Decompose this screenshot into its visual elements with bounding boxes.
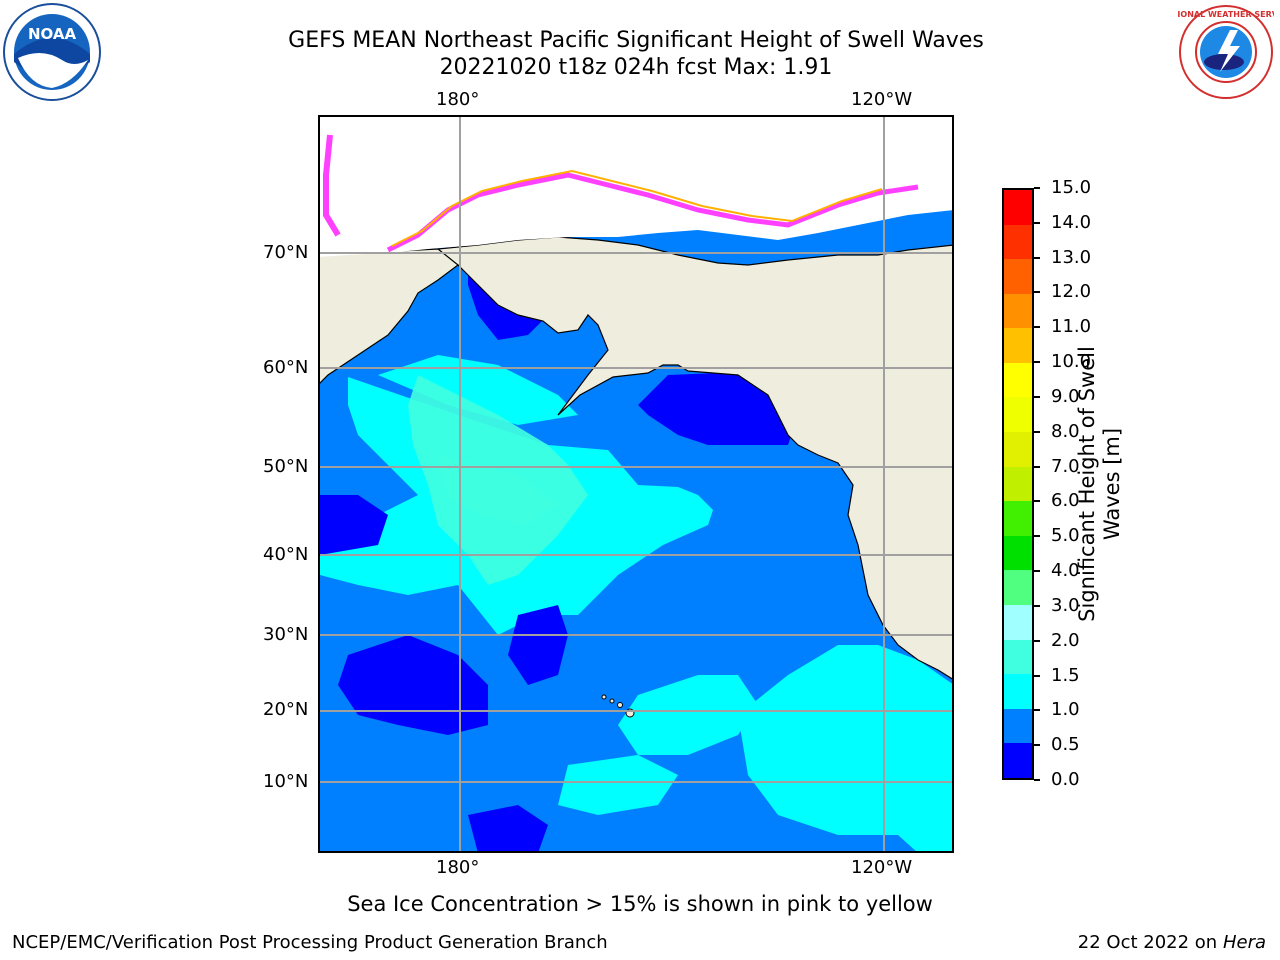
colorbar-segment: [1004, 259, 1032, 294]
colorbar-tick-mark: [1034, 604, 1040, 607]
map-gridlines: [318, 115, 954, 853]
lon-label-bottom-180: 180°: [436, 857, 480, 878]
colorbar-tick-mark: [1034, 639, 1040, 642]
swell-band-cyan-east: [738, 645, 954, 853]
colorbar-segment: [1004, 328, 1032, 363]
colorbar-tick-label: 9.0: [1051, 385, 1080, 407]
swell-band-cyan-north2: [378, 355, 578, 425]
colorbar-tick-mark: [1034, 395, 1040, 398]
colorbar-segment: [1004, 708, 1032, 744]
colorbar-segment: [1004, 397, 1032, 433]
lat-label-60n: 60°N: [263, 357, 309, 378]
colorbar-tick-mark: [1034, 535, 1040, 538]
map-svg: [316, 115, 955, 853]
footer-branch: NCEP/EMC/Verification Post Processing Pr…: [12, 932, 608, 953]
colorbar-tick-mark: [1034, 779, 1040, 781]
lat-label-20n: 20°N: [263, 699, 309, 720]
colorbar-tick-label: 0.5: [1051, 734, 1080, 756]
colorbar-segment: [1004, 743, 1032, 778]
calm-area-south: [468, 805, 548, 853]
colorbar-tick-mark: [1034, 570, 1040, 573]
colorbar-tick-label: 14.0: [1051, 211, 1092, 233]
colorbar-tick-label: 13.0: [1051, 246, 1092, 268]
chart-title-line2: 20221020 t18z 024h fcst Max: 1.91: [439, 55, 833, 80]
colorbar-segment: [1004, 189, 1032, 225]
colorbar-tick-label: 6.0: [1051, 490, 1080, 512]
colorbar-segment: [1004, 501, 1032, 536]
lat-label-30n: 30°N: [263, 624, 309, 645]
colorbar-segment: [1004, 466, 1032, 502]
colorbar-segment: [1004, 570, 1032, 606]
colorbar-tick-label: 8.0: [1051, 420, 1080, 442]
colorbar-tick-mark: [1034, 744, 1040, 747]
colorbar-segment: [1004, 362, 1032, 398]
colorbar-tick-label: 10.0: [1051, 351, 1092, 373]
lat-label-70n: 70°N: [263, 242, 309, 263]
svg-text:NATIONAL WEATHER SERVICE: NATIONAL WEATHER SERVICE: [1178, 10, 1274, 19]
chart-title-line1: GEFS MEAN Northeast Pacific Significant …: [288, 28, 984, 53]
lon-label-bottom-120w: 120°W: [851, 857, 913, 878]
colorbar: [1002, 188, 1034, 780]
colorbar-segment: [1004, 293, 1032, 329]
sea-ice-edge-yellow: [391, 169, 883, 247]
colorbar-tick-label: 1.5: [1051, 664, 1080, 686]
svg-text:NOAA: NOAA: [28, 25, 77, 43]
colorbar-tick-label: 4.0: [1051, 560, 1080, 582]
colorbar-segment: [1004, 639, 1032, 675]
swell-band-cyan-central: [618, 675, 758, 755]
colorbar-tick-mark: [1034, 465, 1040, 468]
noaa-logo: NOAA: [2, 2, 102, 102]
land-arctic-coast: [317, 236, 955, 682]
colorbar-segment: [1004, 605, 1032, 640]
colorbar-segment: [1004, 432, 1032, 467]
colorbar-tick-label: 2.0: [1051, 629, 1080, 651]
colorbar-tick-mark: [1034, 256, 1040, 259]
colorbar-tick-label: 0.0: [1051, 769, 1080, 790]
colorbar-tick-mark: [1034, 291, 1040, 294]
colorbar-tick-label: 15.0: [1051, 177, 1092, 198]
footer-date: 22 Oct 2022 on Hera: [1078, 932, 1266, 954]
colorbar-segment: [1004, 224, 1032, 260]
swell-band-cyan-se: [558, 755, 678, 815]
sea-ice-edge: [386, 172, 919, 253]
sea-ice-edge-west: [323, 134, 341, 237]
colorbar-tick-label: 7.0: [1051, 455, 1080, 477]
colorbar-segment: [1004, 535, 1032, 571]
hawaii-islands: [601, 694, 635, 718]
map-panel: [316, 115, 955, 853]
footer-host: Hera: [1222, 932, 1266, 953]
map-frame: [318, 115, 954, 853]
calm-area-west: [320, 495, 388, 555]
colorbar-tick-mark: [1034, 361, 1040, 364]
sea-ice-note: Sea Ice Concentration > 15% is shown in …: [347, 892, 933, 916]
colorbar-tick-label: 12.0: [1051, 281, 1092, 303]
nws-logo: NATIONAL WEATHER SERVICE: [1160, 4, 1280, 100]
colorbar-segment: [1004, 674, 1032, 709]
lon-label-top-120w: 120°W: [851, 89, 913, 110]
colorbar-tick-label: 11.0: [1051, 316, 1092, 338]
colorbar-tick-mark: [1034, 221, 1040, 224]
lat-label-10n: 10°N: [263, 771, 309, 792]
footer-date-text: 22 Oct 2022 on: [1077, 932, 1223, 953]
colorbar-tick-mark: [1034, 187, 1040, 189]
colorbar-label-line2: Waves [m]: [1100, 427, 1124, 541]
colorbar-tick-mark: [1034, 326, 1040, 329]
colorbar-tick-label: 1.0: [1051, 699, 1080, 721]
lat-label-40n: 40°N: [263, 544, 309, 565]
lat-label-50n: 50°N: [263, 456, 309, 477]
swell-band-turquoise2: [438, 455, 558, 525]
colorbar-label-line1: Significant Height of Swell: [1075, 346, 1099, 622]
lon-label-top-180: 180°: [436, 89, 480, 110]
colorbar-tick-mark: [1034, 709, 1040, 712]
colorbar-tick-label: 3.0: [1051, 594, 1080, 616]
colorbar-tick-mark: [1034, 500, 1040, 503]
calm-area-central: [508, 605, 568, 685]
colorbar-tick-label: 5.0: [1051, 525, 1080, 547]
colorbar-tick-mark: [1034, 674, 1040, 677]
colorbar-ticks: 0.0 0.5 1.0 1.5 2.0 3.0 4.0 5.0 6.0 7.0 8.0 9.0 10.0…: [1034, 178, 1114, 790]
colorbar-tick-mark: [1034, 430, 1040, 433]
